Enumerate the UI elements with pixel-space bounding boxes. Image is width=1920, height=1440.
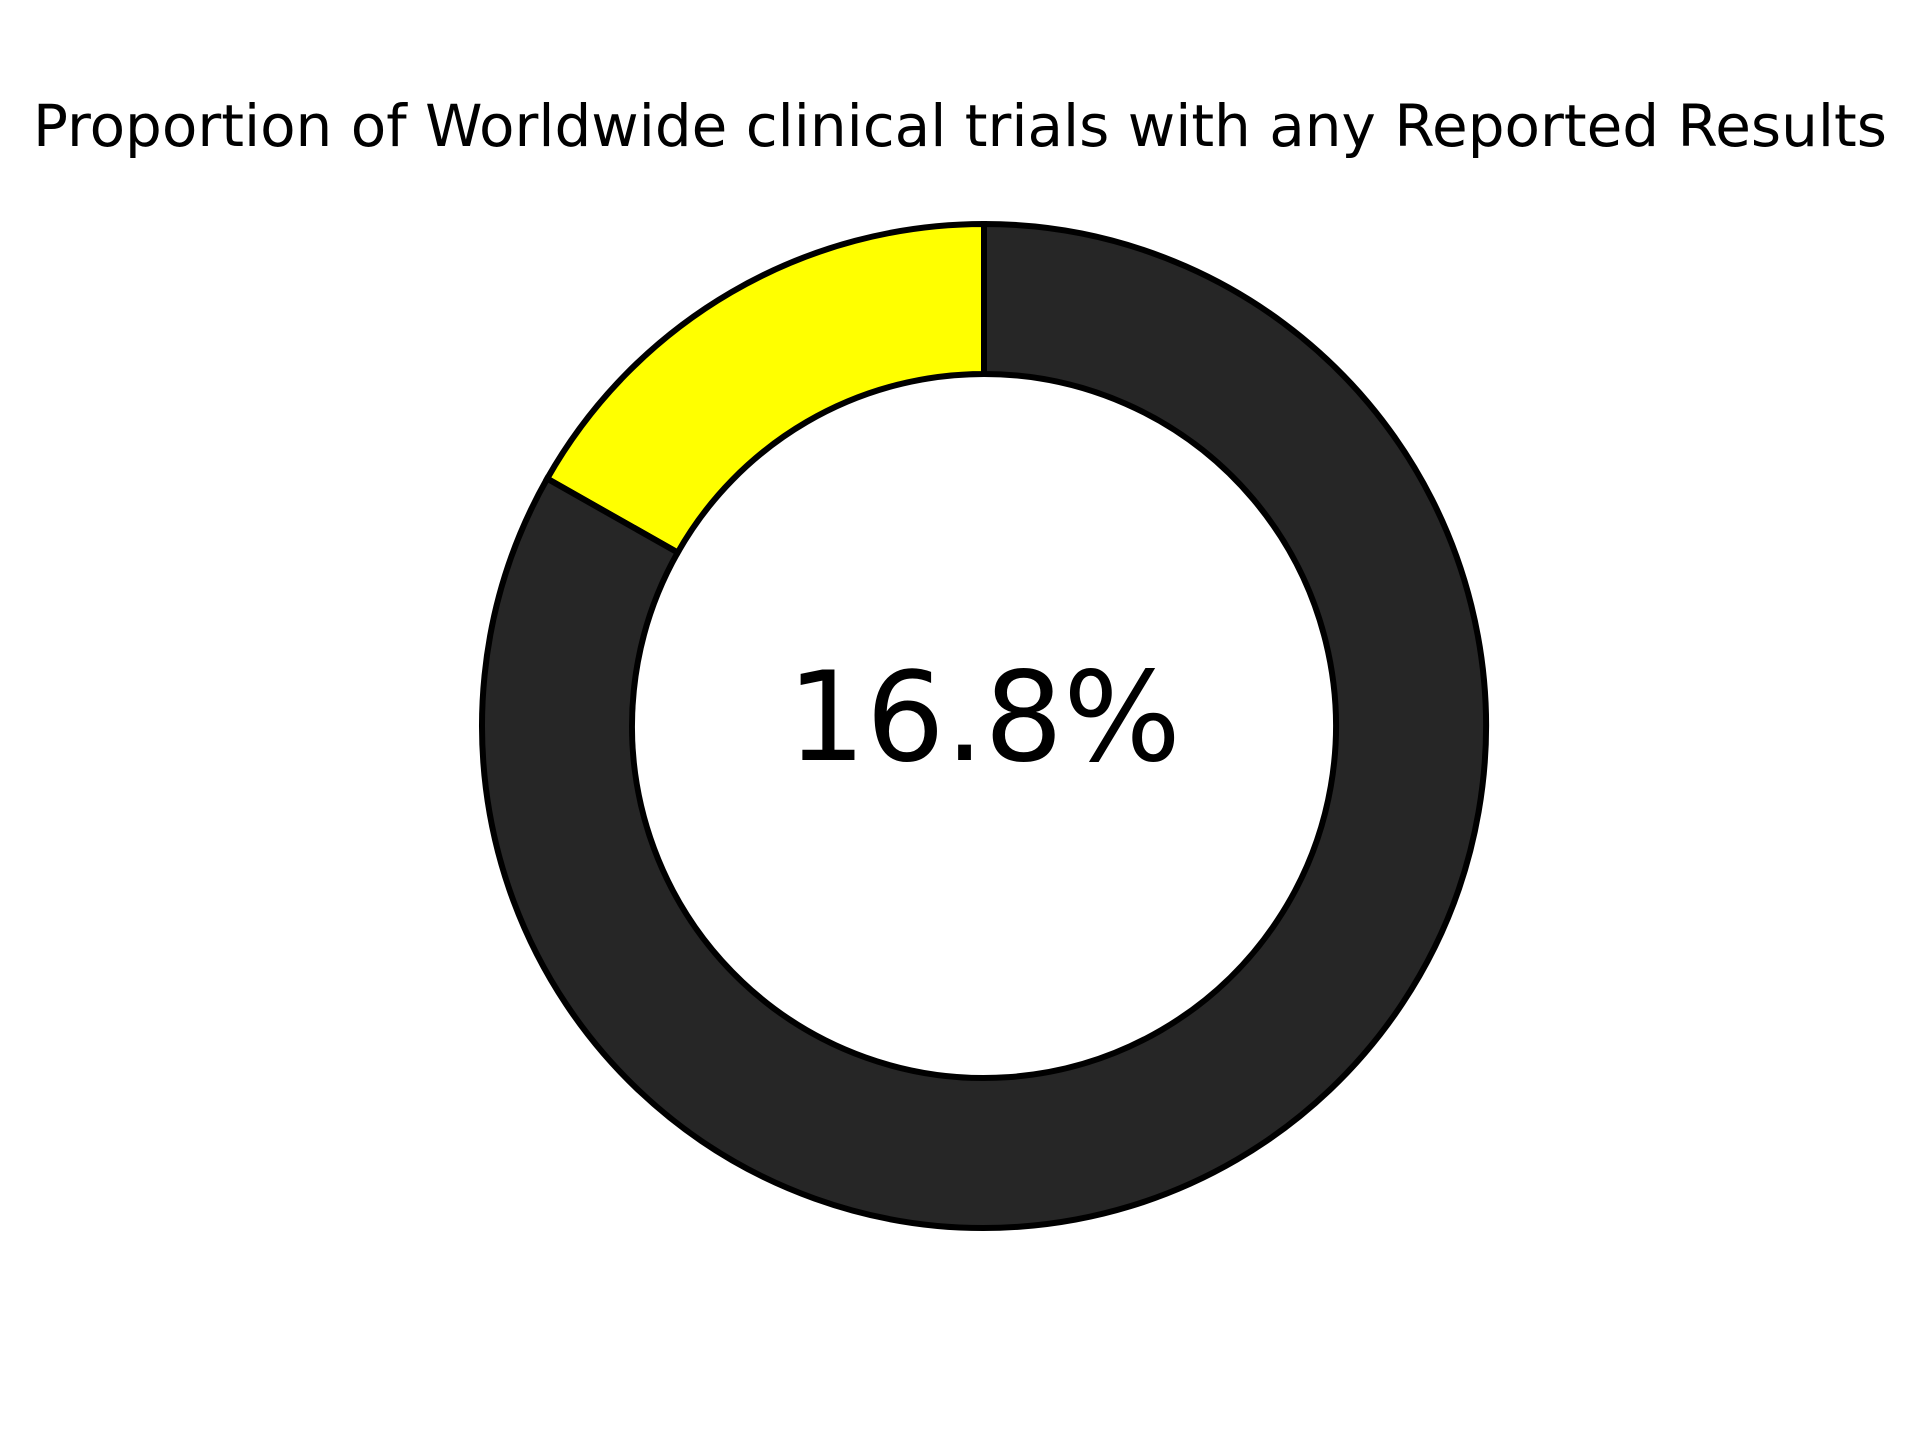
donut-slice-1 (479, 220, 1489, 1231)
donut-slice-0 (543, 220, 987, 557)
chart-title: Proportion of Worldwide clinical trials … (33, 92, 1887, 160)
donut-slices (479, 220, 1489, 1231)
center-percentage-label: 16.8% (787, 646, 1181, 790)
